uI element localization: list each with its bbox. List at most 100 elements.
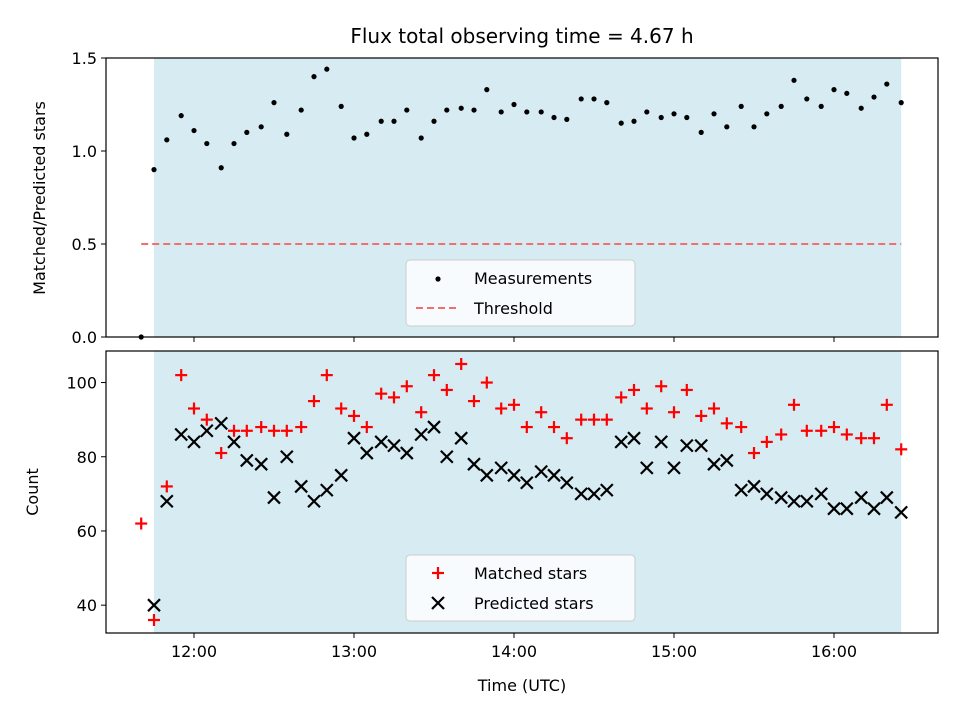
predicted-star-point [654,435,668,449]
measurement-point [844,90,850,96]
predicted-star-point [827,501,841,516]
predicted-star-point [214,416,228,431]
measurement-point [578,96,584,102]
legend-predicted-marker [431,596,445,610]
predicted-star-point [427,420,441,434]
predicted-star-point [574,487,588,501]
predicted-star-point [414,427,428,442]
measurement-point [711,111,717,117]
measurement-point [258,124,264,130]
measurement-point [498,109,504,115]
measurement-point [604,100,610,106]
legend-threshold-label: Threshold [473,299,553,318]
measurement-point [191,127,197,134]
measurement-point [591,96,597,102]
matched-star-point [615,391,628,404]
matched-star-point [708,402,720,415]
matched-star-point [735,421,748,434]
predicted-star-point [267,490,281,505]
matched-star-point [760,435,773,448]
matched-star-point [135,517,148,530]
legend-predicted-label: Predicted stars [474,594,594,613]
matched-star-point [640,402,653,415]
predicted-star-point [174,427,188,442]
bottom-legend-box [405,554,636,622]
predicted-star-point [507,468,521,483]
measurement-point [364,131,370,137]
predicted-star-point [280,449,294,464]
measurement-point [511,101,517,108]
predicted-star-point [867,501,881,516]
predicted-star-point [334,468,348,483]
matched-star-point [360,421,373,434]
matched-star-point [895,443,908,456]
measurement-point [178,113,184,119]
matched-star-point [815,424,828,437]
predicted-star-point [600,483,614,497]
matched-star-point [775,428,788,441]
legend-matched-label: Matched stars [474,564,587,583]
top-panel: 0.0 0.5 1.0 1.5 Matched/Predicted stars Mea… [30,49,939,347]
measurement-point [271,100,277,106]
measurement-point [898,100,904,106]
measurement-point [284,131,290,137]
y-tick-label: 80 [77,448,97,467]
predicted-star-point [707,457,721,471]
measurement-point [831,87,837,93]
measurement-point [778,103,784,109]
matched-star-point [800,424,813,437]
matched-star-point [148,614,160,627]
predicted-star-point [854,490,868,505]
x-tick-label: 16:00 [811,642,857,661]
matched-star-point [508,398,520,411]
predicted-star-point [374,435,388,449]
matched-star-point [455,357,468,370]
predicted-star-point [387,438,401,453]
matched-star-point [840,428,853,441]
measurement-point [631,118,637,124]
predicted-star-point [614,435,628,449]
matched-star-point [280,424,293,437]
matched-star-point [255,421,268,434]
matched-star-point [175,369,188,382]
top-y-axis-label: Matched/Predicted stars [30,101,49,295]
measurement-point [458,105,464,111]
measurement-point [471,107,477,113]
matched-star-point [695,409,708,422]
measurement-point [684,114,690,121]
matched-star-point [680,383,693,396]
predicted-star-point [587,487,601,501]
matched-star-point [480,376,493,389]
predicted-star-point [667,461,681,475]
matched-star-point [215,447,228,460]
y-tick-label: 1.5 [72,49,97,68]
matched-star-point [748,447,760,460]
y-tick-label: 60 [77,522,97,541]
measurement-point [391,118,397,124]
measurement-point [298,107,304,113]
predicted-star-point [547,468,561,483]
predicted-star-point [494,461,508,475]
matched-star-point [320,369,333,382]
y-tick-label: 100 [66,374,97,393]
measurement-point [818,103,824,109]
matched-star-point [788,398,800,411]
x-tick-label: 12:00 [171,642,217,661]
top-axes-frame [105,57,939,338]
bottom-legend: Matched stars Predicted stars [405,554,636,622]
x-axis-label: Time (UTC) [477,676,566,695]
predicted-star-point [440,449,454,464]
predicted-star-point [467,457,481,471]
predicted-star-point [640,461,654,475]
matched-star-point [495,402,508,415]
measurement-point [764,111,770,117]
matched-star-point [160,480,173,493]
predicted-star-point [680,438,694,453]
predicted-star-point [480,468,494,483]
predicted-star-point [520,475,534,490]
x-tick-label: 14:00 [491,642,537,661]
measurement-point [311,74,317,80]
matched-star-point [600,413,613,426]
predicted-star-point [254,457,268,471]
